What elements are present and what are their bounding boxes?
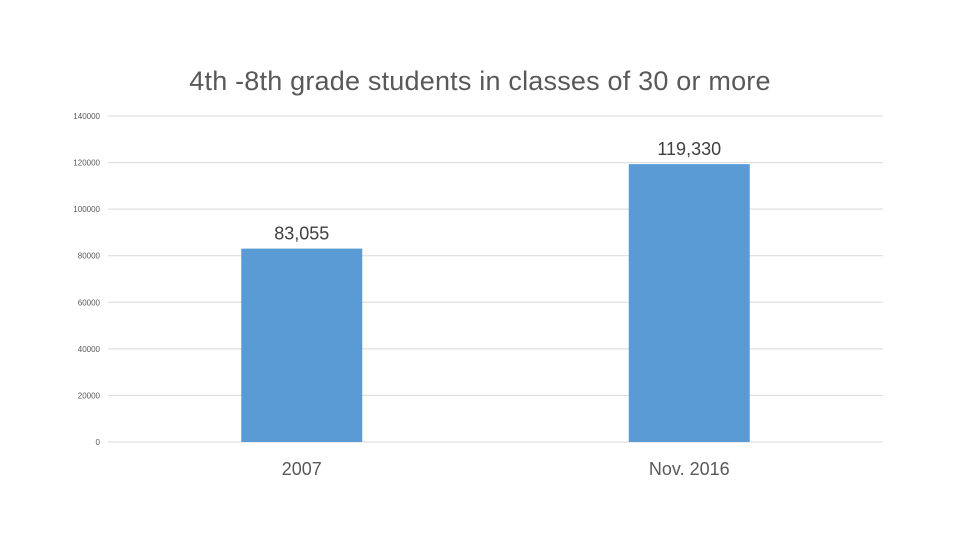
y-tick-label: 40000 [78,345,101,354]
y-tick-label: 120000 [73,159,100,168]
y-tick-label: 20000 [78,391,101,400]
bar [628,164,750,442]
data-label: 119,330 [657,139,721,159]
x-tick-label: Nov. 2016 [649,459,730,479]
x-tick-label: 2007 [282,459,322,479]
y-tick-label: 0 [96,438,101,447]
y-tick-label: 140000 [73,112,100,121]
y-tick-label: 60000 [78,298,101,307]
chart-title: 4th -8th grade students in classes of 30… [189,66,771,96]
y-tick-label: 80000 [78,252,101,261]
y-tick-label: 100000 [73,205,100,214]
data-label: 83,055 [274,224,329,244]
bar [241,248,363,442]
